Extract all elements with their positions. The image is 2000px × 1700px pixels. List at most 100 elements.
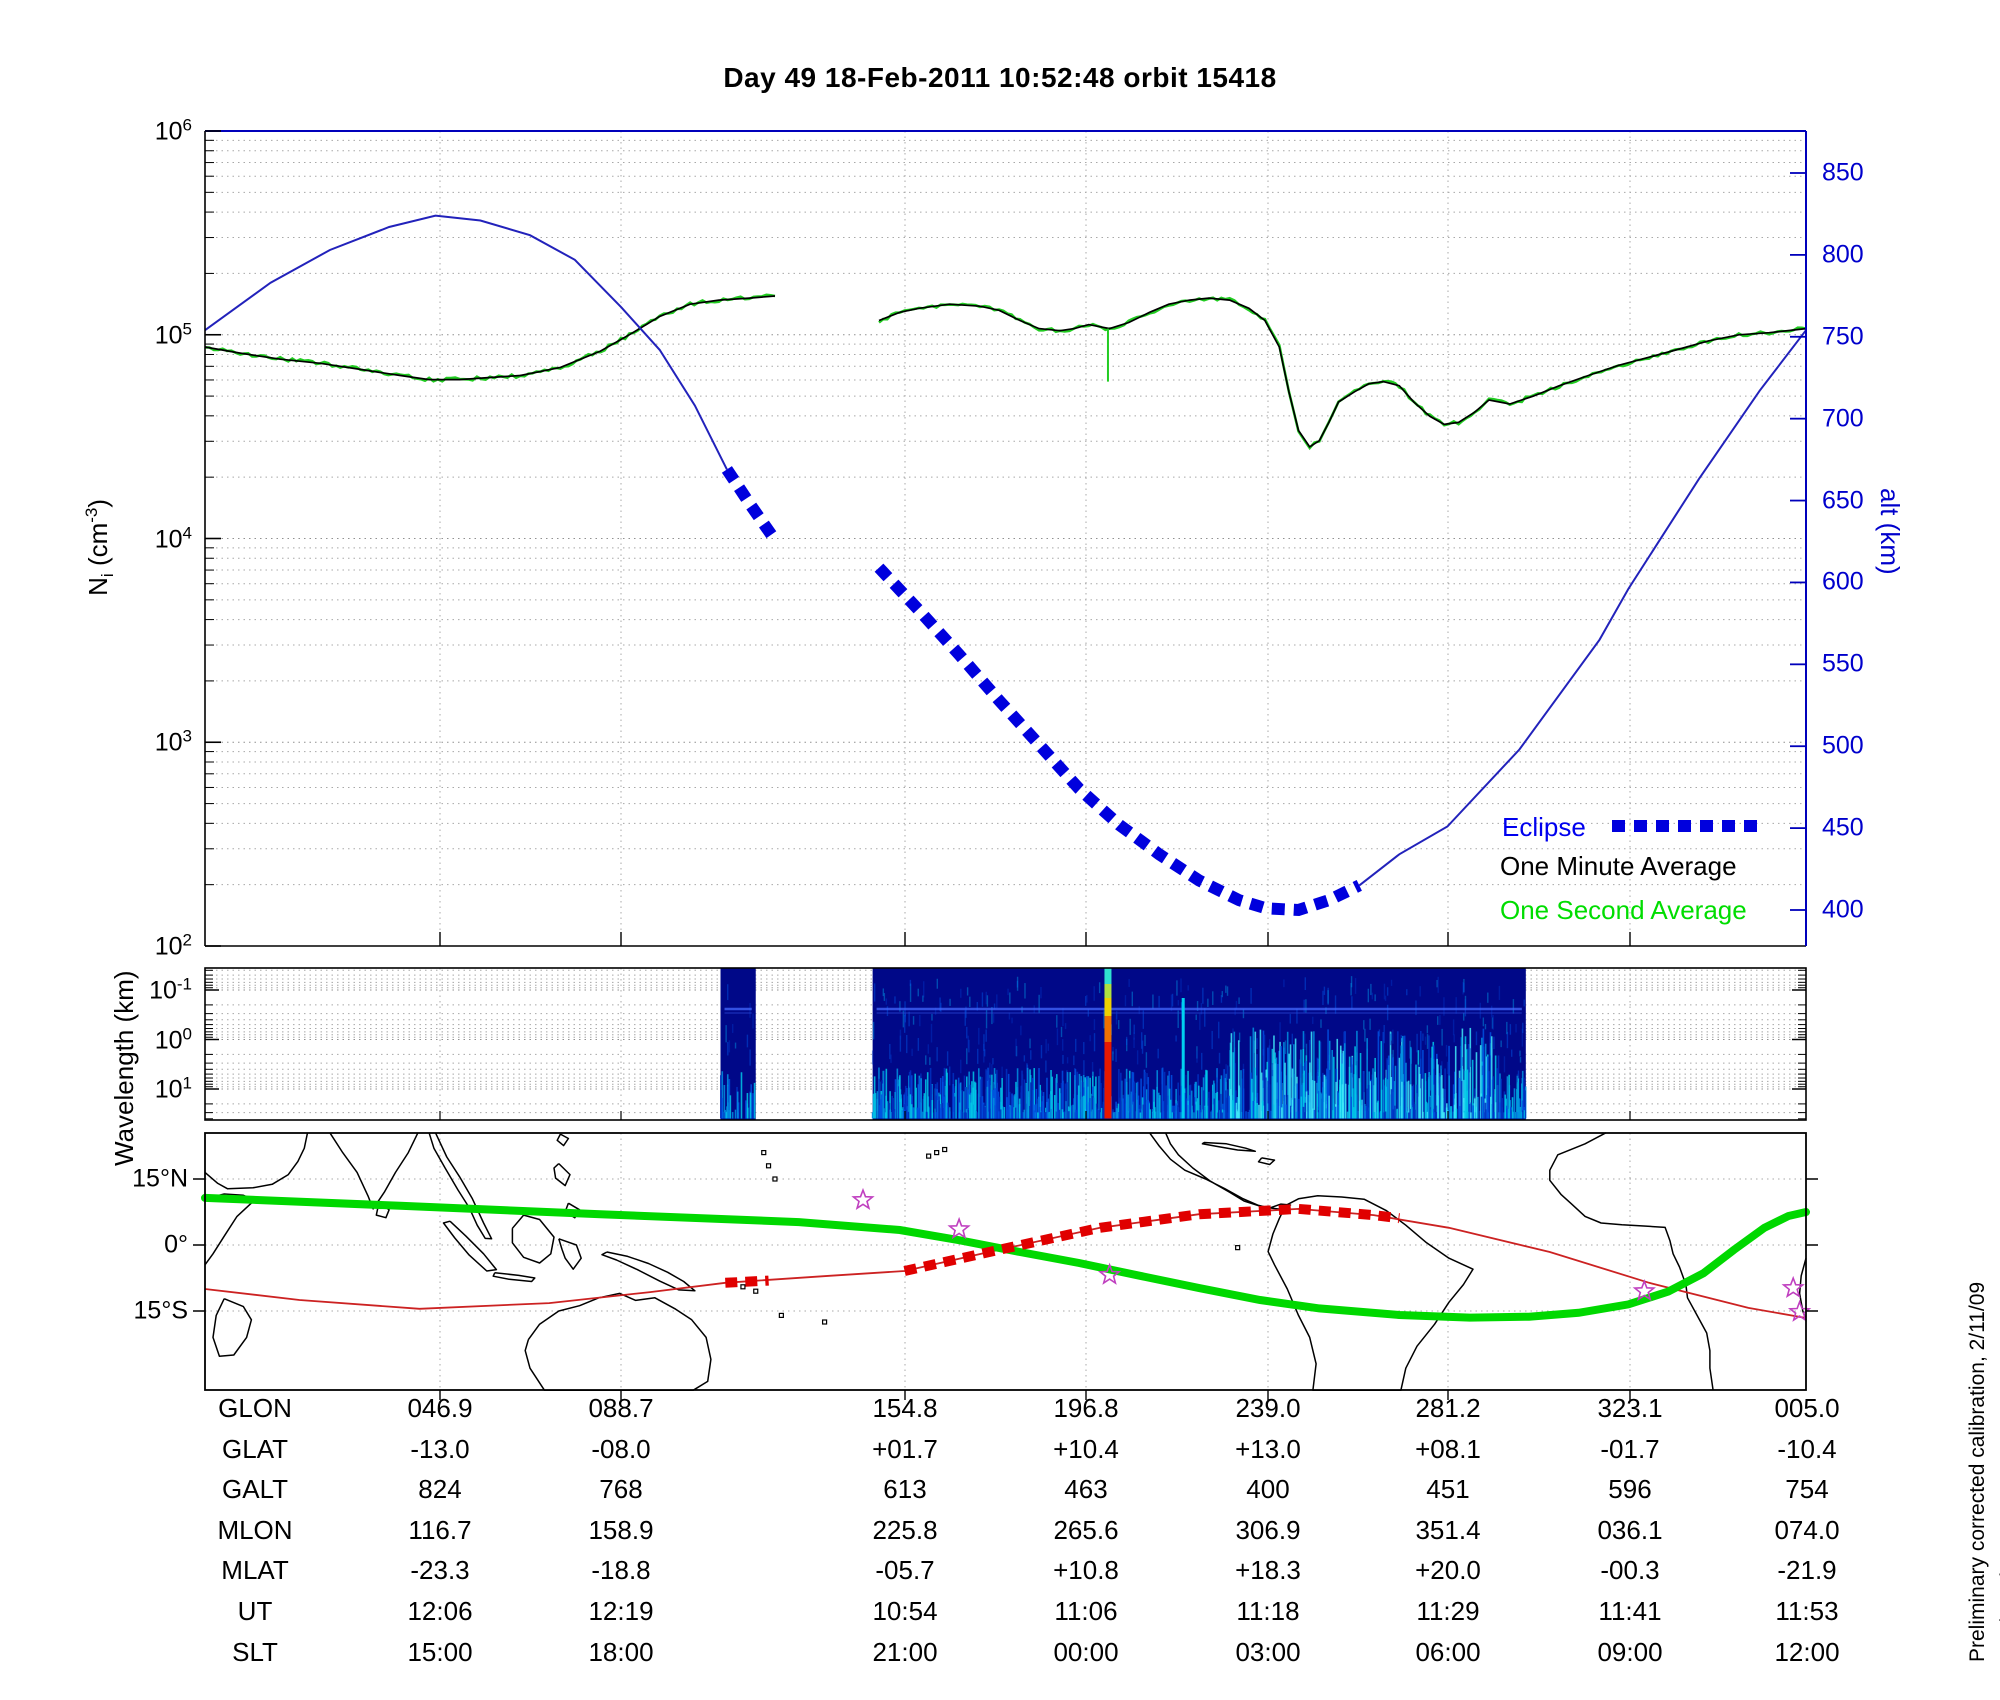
island-dot <box>778 1312 784 1319</box>
wavelength-axis-title: Wavelength (km) <box>109 970 139 1166</box>
island-dot <box>926 1153 932 1159</box>
spec-red-stripe <box>1104 1016 1112 1042</box>
eclipse-track-dashed <box>903 1203 1400 1276</box>
map-background <box>205 1133 1806 1390</box>
eclipse-exit-star <box>851 1187 875 1211</box>
table-cell-galt-8: 754 <box>1785 1474 1829 1505</box>
coastline-arabia <box>204 1132 309 1190</box>
altitude-tick-label: 800 <box>1822 240 1864 269</box>
eclipse-marker-curve <box>721 466 780 544</box>
table-cell-galt-1: 824 <box>418 1474 462 1505</box>
table-cell-galt-4: 463 <box>1064 1474 1108 1505</box>
altitude-tick-label: 600 <box>1822 567 1864 596</box>
map-lat-label: 15°S <box>133 1296 188 1325</box>
table-cell-mlon-8: 074.0 <box>1774 1514 1840 1545</box>
table-cell-glon-5: 239.0 <box>1235 1393 1301 1423</box>
density-tick-label: 104 <box>154 522 192 554</box>
table-row-label-glon: GLON <box>218 1393 292 1423</box>
table-cell-mlat-8: -21.9 <box>1777 1555 1837 1586</box>
table-row-label-mlat: MLAT <box>221 1555 289 1586</box>
spec-red-stripe <box>1104 984 1112 998</box>
table-cell-mlat-5: +18.3 <box>1235 1555 1301 1586</box>
table-cell-mlat-7: -00.3 <box>1600 1555 1660 1586</box>
coastline-taiwan <box>556 1133 570 1147</box>
coastline-south-america <box>1267 1194 1474 1391</box>
density-tick-label: 105 <box>154 319 192 350</box>
altitude-tick-label: 700 <box>1822 404 1864 433</box>
coastline-borneo <box>511 1214 555 1264</box>
island-dot <box>761 1149 767 1156</box>
table-row-label-glat: GLAT <box>222 1433 288 1464</box>
island-dot <box>740 1284 746 1290</box>
table-cell-slt-3: 21:00 <box>872 1636 938 1667</box>
production-note-line1: Preliminary corrected calibration, 2/11/… <box>1966 1281 1989 1662</box>
map-lat-label: 15°N <box>132 1164 188 1193</box>
island-dot <box>772 1176 778 1182</box>
legend-eclipse-label: Eclipse <box>1502 812 1586 842</box>
table-cell-ut-5: 11:18 <box>1236 1596 1300 1626</box>
table-cell-slt-1: 15:00 <box>407 1636 473 1667</box>
table-cell-slt-4: 00:00 <box>1053 1636 1119 1667</box>
table-cell-galt-6: 451 <box>1426 1474 1470 1505</box>
spec-red-stripe <box>1104 968 1112 984</box>
island-dot <box>934 1149 940 1156</box>
table-row-label-galt: GALT <box>222 1474 288 1505</box>
table-cell-mlon-3: 225.8 <box>872 1514 938 1545</box>
coastline-india <box>329 1132 419 1210</box>
coastline-luzon <box>553 1163 571 1187</box>
table-cell-ut-2: 12:19 <box>588 1596 654 1626</box>
map-lat-label: 0° <box>164 1230 188 1259</box>
altitude-tick-label: 750 <box>1822 322 1864 351</box>
table-cell-mlat-6: +20.0 <box>1415 1555 1481 1586</box>
table-cell-ut-3: 10:54 <box>872 1596 938 1626</box>
table-cell-slt-5: 03:00 <box>1235 1636 1301 1667</box>
spec-frame <box>204 967 1807 1121</box>
table-cell-mlon-5: 306.9 <box>1235 1514 1301 1545</box>
eclipse-exit-star <box>1632 1278 1656 1302</box>
table-row-label-mlon: MLON <box>217 1514 293 1545</box>
table-cell-mlon-6: 351.4 <box>1415 1514 1481 1545</box>
table-cell-ut-6: 11:29 <box>1416 1596 1480 1626</box>
island-dot <box>942 1146 948 1153</box>
coastline-horn-of-africa <box>204 1193 256 1266</box>
altitude-axis-title: alt (km) <box>1875 488 1905 575</box>
wavelength-tick-label: 100 <box>154 1023 192 1055</box>
density-tick-label: 106 <box>154 115 192 146</box>
table-cell-galt-7: 596 <box>1608 1474 1652 1505</box>
spec-red-stripe <box>1104 1042 1112 1119</box>
production-note: Preliminary corrected calibration, 2/11/… <box>1962 1282 2000 1662</box>
table-cell-glon-7: 323.1 <box>1597 1393 1663 1423</box>
coastline-cuba <box>1201 1141 1257 1153</box>
coastline-madagascar <box>212 1298 253 1358</box>
table-cell-glon-2: 088.7 <box>588 1393 654 1423</box>
table-cell-glon-6: 281.2 <box>1415 1393 1481 1423</box>
table-cell-glat-3: +01.7 <box>872 1433 938 1464</box>
altitude-tick-label: 850 <box>1822 158 1864 187</box>
page-title: Day 49 18-Feb-2011 10:52:48 orbit 15418 <box>723 62 1277 93</box>
table-cell-glat-1: -13.0 <box>410 1433 470 1464</box>
coastline-africa-west <box>1549 1132 1714 1391</box>
coastline-australia <box>524 1292 712 1391</box>
table-cell-galt-2: 768 <box>599 1474 643 1505</box>
table-cell-galt-5: 400 <box>1246 1474 1290 1505</box>
eclipse-marker-curve <box>874 563 1362 917</box>
table-cell-glat-7: -01.7 <box>1600 1433 1660 1464</box>
coastline-central-america <box>1148 1132 1292 1211</box>
table-cell-ut-7: 11:41 <box>1598 1596 1662 1626</box>
table-cell-mlat-2: -18.8 <box>591 1555 651 1586</box>
one-minute-average-curve <box>204 295 776 381</box>
table-row-label-ut: UT <box>237 1596 273 1626</box>
one-second-average-curve <box>878 296 1807 451</box>
coastline-java <box>492 1271 536 1283</box>
table-cell-glon-1: 046.9 <box>407 1393 473 1423</box>
coastline-sulawesi <box>558 1238 582 1270</box>
altitude-tick-label: 650 <box>1822 486 1864 515</box>
altitude-tick-label: 400 <box>1822 895 1864 924</box>
table-cell-glon-4: 196.8 <box>1053 1393 1119 1423</box>
spec-red-stripe <box>1104 998 1112 1016</box>
map-frame <box>204 1132 1807 1391</box>
eclipse-exit-star <box>1781 1275 1805 1299</box>
